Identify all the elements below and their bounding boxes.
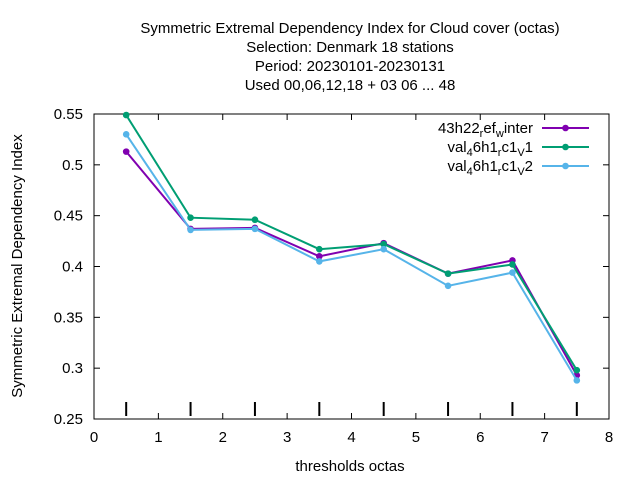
y-tick-label: 0.3 bbox=[62, 360, 83, 377]
legend-swatch-point bbox=[562, 162, 569, 170]
data-point bbox=[509, 269, 516, 276]
series-line bbox=[125, 150, 578, 376]
x-axis-label: thresholds octas bbox=[295, 458, 404, 475]
y-tick-label: 0.25 bbox=[54, 411, 83, 428]
threshold-marks bbox=[125, 402, 578, 416]
legend-label-subscript: r bbox=[498, 166, 502, 178]
x-tick-label: 4 bbox=[347, 429, 355, 446]
legend-label-subscript: r bbox=[480, 128, 484, 140]
data-point bbox=[509, 261, 516, 268]
data-point bbox=[573, 377, 581, 384]
legend-label-subscript: r bbox=[498, 147, 502, 159]
x-tick-label: 5 bbox=[412, 429, 420, 446]
data-point bbox=[187, 226, 194, 234]
legend-label-part: c1 bbox=[501, 158, 517, 175]
data-point bbox=[316, 245, 323, 253]
data-point bbox=[380, 245, 387, 253]
data-point bbox=[122, 111, 130, 119]
y-tick-label: 0.55 bbox=[54, 106, 83, 123]
data-point bbox=[316, 258, 323, 265]
data-point bbox=[380, 240, 387, 248]
legend-label-subscript: 4 bbox=[467, 166, 473, 178]
data-point bbox=[251, 225, 259, 233]
legend-item-3: val46h1rc1V2 bbox=[447, 158, 589, 178]
y-tick-label: 0.35 bbox=[54, 309, 83, 326]
legend-swatch-point bbox=[562, 124, 569, 132]
x-tick-label: 7 bbox=[540, 429, 548, 446]
legend-label-subscript: 4 bbox=[467, 147, 473, 159]
x-tick-label: 1 bbox=[154, 429, 162, 446]
legend-swatch-point bbox=[562, 143, 569, 151]
legend-label-part: 43h22 bbox=[438, 120, 480, 137]
axis-ticks: 0 1 2 3 4 5 6 7 8 0.25 0.3 0.35 0.4 0.45 0.5 0.55 bbox=[54, 106, 613, 446]
series-line bbox=[125, 133, 578, 381]
legend-label-part: 6h1 bbox=[473, 139, 498, 156]
chart-title: Symmetric Extremal Dependency Index for … bbox=[140, 20, 559, 94]
data-point bbox=[122, 148, 130, 155]
legend-label-subscript: V bbox=[517, 147, 525, 159]
y-tick-label: 0.5 bbox=[62, 157, 83, 174]
chart-title-line-4: Used 00,06,12,18 + 03 06 ... 48 bbox=[245, 77, 456, 94]
data-point bbox=[187, 214, 194, 221]
x-tick-label: 2 bbox=[219, 429, 227, 446]
legend-item-1: 43h22refwinter bbox=[438, 120, 589, 140]
legend-label-part: val bbox=[447, 139, 466, 156]
legend-label-part: 2 bbox=[525, 158, 533, 175]
x-tick-label: 8 bbox=[605, 429, 613, 446]
legend-label-subscript: V bbox=[517, 166, 525, 178]
data-point bbox=[316, 253, 323, 260]
legend-label-part: val bbox=[447, 158, 466, 175]
data-point bbox=[122, 131, 130, 138]
legend-label-part: ef bbox=[483, 120, 496, 137]
legend-label-part: 1 bbox=[525, 139, 533, 156]
legend-label: 43h22refwinter bbox=[438, 120, 533, 140]
series-2 bbox=[122, 111, 581, 374]
legend-item-2: val46h1rc1V1 bbox=[447, 139, 589, 159]
chart-title-line-1: Symmetric Extremal Dependency Index for … bbox=[140, 20, 559, 37]
data-point bbox=[573, 366, 581, 374]
data-point bbox=[444, 282, 452, 290]
data-point bbox=[444, 270, 452, 277]
legend-label: val46h1rc1V1 bbox=[447, 139, 533, 159]
legend-label-subscript: w bbox=[495, 128, 504, 140]
legend-label-part: inter bbox=[504, 120, 533, 137]
series-layer bbox=[122, 111, 581, 384]
legend-label-part: 6h1 bbox=[473, 158, 498, 175]
chart-title-line-3: Period: 20230101-20230131 bbox=[255, 58, 445, 75]
x-tick-label: 0 bbox=[90, 429, 98, 446]
y-tick-label: 0.4 bbox=[62, 259, 83, 276]
legend-label-part: c1 bbox=[501, 139, 517, 156]
y-tick-label: 0.45 bbox=[54, 208, 83, 225]
x-tick-label: 6 bbox=[476, 429, 484, 446]
data-point bbox=[251, 216, 259, 224]
series-line bbox=[125, 114, 578, 371]
chart-title-line-2: Selection: Denmark 18 stations bbox=[246, 39, 454, 56]
series-3 bbox=[122, 131, 581, 384]
legend-label: val46h1rc1V2 bbox=[447, 158, 533, 178]
x-tick-label: 3 bbox=[283, 429, 291, 446]
y-axis-label: Symmetric Extremal Dependency Index bbox=[9, 134, 26, 398]
